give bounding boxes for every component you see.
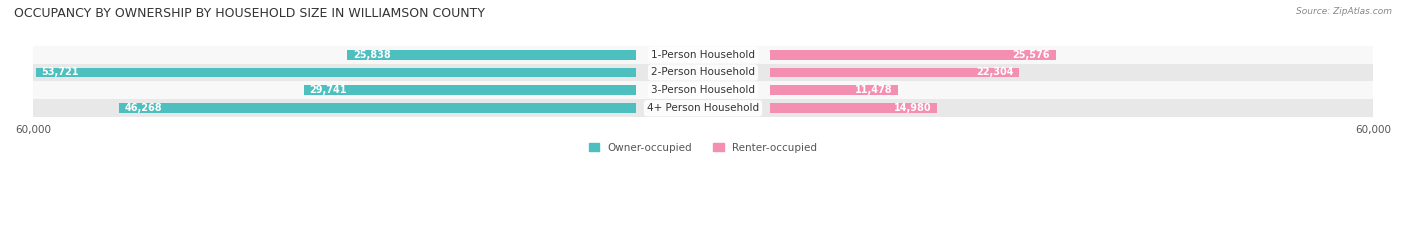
Text: Source: ZipAtlas.com: Source: ZipAtlas.com — [1296, 7, 1392, 16]
Bar — [770, 50, 1056, 59]
Bar — [304, 86, 636, 95]
Bar — [120, 103, 636, 113]
Text: 3-Person Household: 3-Person Household — [651, 85, 755, 95]
Text: 4+ Person Household: 4+ Person Household — [647, 103, 759, 113]
Bar — [770, 86, 898, 95]
Text: 11,478: 11,478 — [855, 85, 893, 95]
Bar — [37, 68, 636, 77]
Bar — [32, 64, 1374, 81]
Legend: Owner-occupied, Renter-occupied: Owner-occupied, Renter-occupied — [585, 139, 821, 157]
Bar — [770, 68, 1019, 77]
Text: 53,721: 53,721 — [42, 68, 79, 78]
Text: OCCUPANCY BY OWNERSHIP BY HOUSEHOLD SIZE IN WILLIAMSON COUNTY: OCCUPANCY BY OWNERSHIP BY HOUSEHOLD SIZE… — [14, 7, 485, 20]
Text: 46,268: 46,268 — [125, 103, 163, 113]
Bar — [32, 46, 1374, 64]
Bar — [347, 50, 636, 59]
Text: 29,741: 29,741 — [309, 85, 347, 95]
Bar — [770, 103, 938, 113]
Text: 22,304: 22,304 — [976, 68, 1014, 78]
Text: 25,838: 25,838 — [353, 50, 391, 60]
Text: 1-Person Household: 1-Person Household — [651, 50, 755, 60]
Text: 14,980: 14,980 — [894, 103, 932, 113]
Bar — [32, 99, 1374, 117]
Text: 2-Person Household: 2-Person Household — [651, 68, 755, 78]
Bar — [32, 81, 1374, 99]
Text: 25,576: 25,576 — [1012, 50, 1050, 60]
